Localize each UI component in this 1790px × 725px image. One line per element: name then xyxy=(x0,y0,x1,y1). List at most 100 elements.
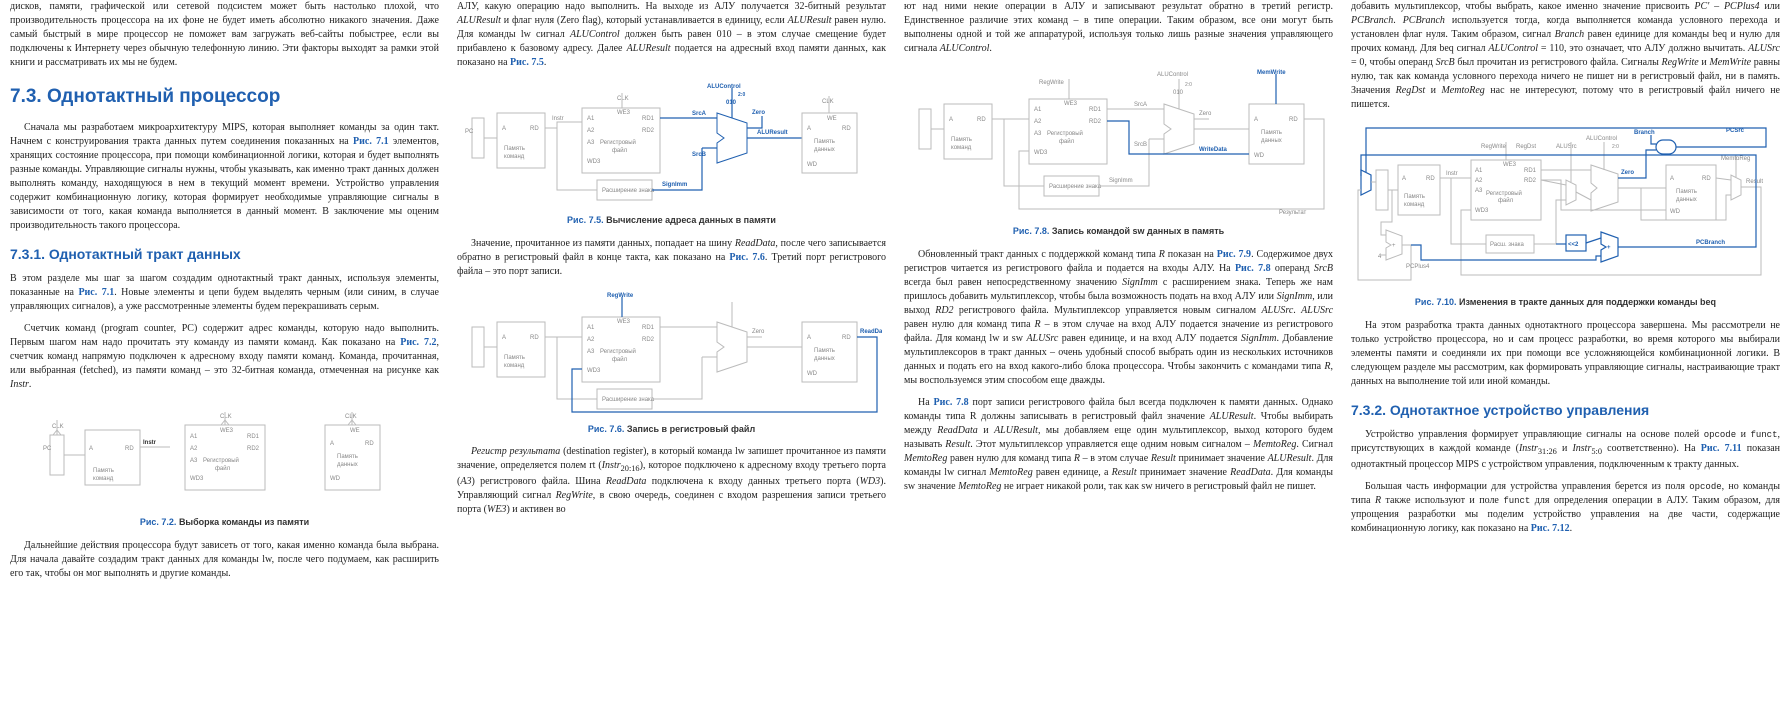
svg-text:RD1: RD1 xyxy=(1089,107,1102,113)
svg-text:ALUControl: ALUControl xyxy=(707,84,741,90)
column-1: дисков, памяти, графической или сетевой … xyxy=(10,0,439,589)
figure-7-5-diagram: PC ARD Памятькоманд Instr A1A2 A3WD3 RD1… xyxy=(462,78,882,208)
svg-text:RD2: RD2 xyxy=(247,446,260,452)
figure-7-10-caption: Рис. 7.10. Изменения в тракте данных для… xyxy=(1351,296,1780,309)
para: Большая часть информации для устройства … xyxy=(1351,480,1780,536)
svg-text:A: A xyxy=(1254,117,1258,123)
para: Счетчик команд (program counter, PC) сод… xyxy=(10,322,439,392)
svg-text:команд: команд xyxy=(1404,202,1425,208)
svg-text:Расширение знака: Расширение знака xyxy=(602,397,655,403)
svg-text:ALUResult: ALUResult xyxy=(757,130,788,136)
svg-text:SrcA: SrcA xyxy=(692,111,707,117)
svg-text:Память: Память xyxy=(814,348,835,354)
para: добавить мультиплексор, чтобы выбрать, к… xyxy=(1351,0,1780,112)
svg-text:RD2: RD2 xyxy=(1089,119,1102,125)
svg-text:WD3: WD3 xyxy=(190,476,204,482)
svg-text:A2: A2 xyxy=(190,446,198,452)
svg-text:WD3: WD3 xyxy=(1475,208,1489,214)
svg-text:Результат: Результат xyxy=(1279,210,1307,216)
svg-text:RD2: RD2 xyxy=(642,337,655,343)
svg-text:Память: Память xyxy=(504,146,525,152)
signal-instr: Instr xyxy=(10,379,29,390)
svg-text:CLK: CLK xyxy=(345,414,357,420)
subsection-heading-7-3-1: 7.3.1. Однотактный тракт данных xyxy=(10,245,439,265)
svg-text:RD: RD xyxy=(1426,176,1435,182)
svg-text:A: A xyxy=(89,446,93,452)
svg-text:CLK: CLK xyxy=(52,424,64,430)
svg-text:A2: A2 xyxy=(587,128,595,134)
figure-7-6-caption: Рис. 7.6. Запись в регистровый файл xyxy=(457,423,886,436)
svg-text:Регистровый: Регистровый xyxy=(600,348,636,355)
svg-text:файл: файл xyxy=(1498,197,1514,204)
svg-text:файл: файл xyxy=(612,356,628,363)
figref-7-2: Рис. 7.2 xyxy=(400,337,436,348)
svg-text:CLK: CLK xyxy=(617,96,629,102)
figref-7-8: Рис. 7.8 xyxy=(934,397,969,408)
svg-text:команд: команд xyxy=(504,154,525,160)
svg-text:<<2: <<2 xyxy=(1568,242,1579,248)
para: Значение, прочитанное из памяти данных, … xyxy=(457,237,886,279)
svg-text:A: A xyxy=(502,126,506,132)
svg-text:A: A xyxy=(949,117,953,123)
column-2: АЛУ, какую операцию надо выполнить. На в… xyxy=(457,0,886,589)
svg-text:RegWrite: RegWrite xyxy=(1481,144,1507,150)
svg-text:RD1: RD1 xyxy=(642,116,655,122)
figref-7-5: Рис. 7.5 xyxy=(510,57,544,68)
svg-text:SignImm: SignImm xyxy=(662,182,687,188)
para: Устройство управления формирует управляю… xyxy=(1351,428,1780,472)
svg-text:данных: данных xyxy=(814,356,835,362)
svg-text:Instr: Instr xyxy=(552,116,564,122)
svg-text:RegWrite: RegWrite xyxy=(607,293,634,299)
svg-text:A1: A1 xyxy=(587,116,595,122)
svg-text:RD: RD xyxy=(977,117,986,123)
para: АЛУ, какую операцию надо выполнить. На в… xyxy=(457,0,886,70)
figref-7-1: Рис. 7.1 xyxy=(353,136,389,147)
figure-7-10-diagram: PCSrc ARD Памятькоманд Instr A1A2 A3WD3 … xyxy=(1356,120,1776,290)
section-heading-7-3: 7.3. Однотактный процессор xyxy=(10,84,439,111)
svg-text:RegWrite: RegWrite xyxy=(1039,80,1065,86)
svg-text:A: A xyxy=(807,126,811,132)
svg-text:Регистровый: Регистровый xyxy=(203,457,239,464)
svg-text:A1: A1 xyxy=(1034,107,1042,113)
svg-text:A: A xyxy=(1670,176,1674,182)
svg-text:файл: файл xyxy=(215,465,231,472)
svg-text:WE3: WE3 xyxy=(617,319,631,325)
svg-text:команд: команд xyxy=(504,363,525,369)
svg-text:RD: RD xyxy=(842,126,851,132)
svg-text:A1: A1 xyxy=(1475,168,1483,174)
svg-text:данных: данных xyxy=(1261,138,1282,144)
svg-text:WE3: WE3 xyxy=(1064,101,1078,107)
svg-text:A3: A3 xyxy=(1034,131,1042,137)
svg-text:RD1: RD1 xyxy=(247,434,260,440)
svg-text:Branch: Branch xyxy=(1634,130,1655,136)
svg-text:RD: RD xyxy=(1702,176,1711,182)
svg-text:Расширение знака: Расширение знака xyxy=(602,188,655,194)
svg-text:A3: A3 xyxy=(587,349,595,355)
column-3: ют над ними некие операции в АЛУ и запис… xyxy=(904,0,1333,589)
svg-text:010: 010 xyxy=(726,100,737,106)
svg-text:A3: A3 xyxy=(1475,188,1483,194)
svg-text:WD3: WD3 xyxy=(587,159,601,165)
svg-text:Zero: Zero xyxy=(1199,111,1212,117)
svg-text:A2: A2 xyxy=(587,337,595,343)
svg-text:команд: команд xyxy=(951,145,972,151)
svg-text:RD: RD xyxy=(842,335,851,341)
figref-7-1: Рис. 7.1 xyxy=(78,287,114,298)
figure-7-2-caption: Рис. 7.2. Выборка команды из памяти xyxy=(10,516,439,529)
figure-7-2-diagram: PC CLK A RD Память команд Instr A1 A2 A3… xyxy=(25,400,425,510)
svg-text:ALUSrc: ALUSrc xyxy=(1556,144,1577,150)
figref-7-12: Рис. 7.12 xyxy=(1531,523,1570,534)
svg-text:RD2: RD2 xyxy=(642,128,655,134)
figref-7-9: Рис. 7.9 xyxy=(1217,249,1251,260)
svg-text:Instr: Instr xyxy=(143,440,157,446)
svg-text:WE3: WE3 xyxy=(1503,162,1517,168)
svg-text:Zero: Zero xyxy=(752,329,765,335)
svg-text:файл: файл xyxy=(1059,138,1075,145)
svg-text:RD1: RD1 xyxy=(1524,168,1537,174)
svg-text:Result: Result xyxy=(1746,179,1763,185)
svg-text:WE: WE xyxy=(350,428,360,434)
svg-text:A2: A2 xyxy=(1475,178,1483,184)
svg-text:WriteData: WriteData xyxy=(1199,147,1228,153)
svg-text:A1: A1 xyxy=(190,434,198,440)
figref-7-8: Рис. 7.8 xyxy=(1235,263,1271,274)
